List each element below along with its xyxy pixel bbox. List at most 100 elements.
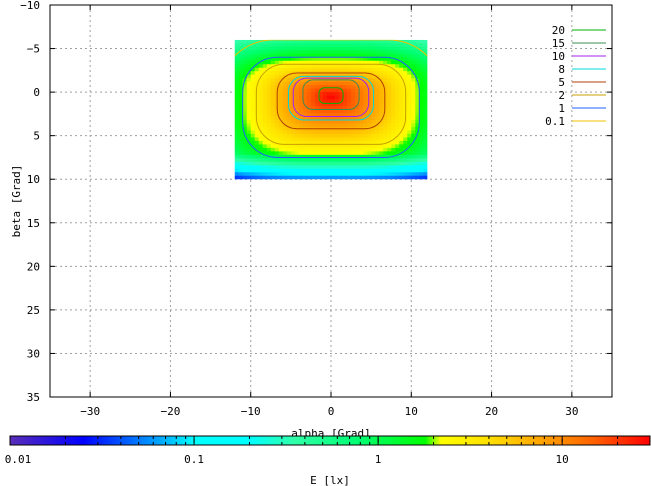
heatmap-cell xyxy=(335,109,340,114)
heatmap-cell xyxy=(387,106,392,111)
heatmap-cell xyxy=(419,74,424,79)
heatmap-cell xyxy=(339,81,344,86)
heatmap-cell xyxy=(335,161,340,166)
heatmap-cell xyxy=(359,92,364,97)
x-tick-label: −10 xyxy=(241,405,261,418)
heatmap-cell xyxy=(302,109,308,114)
heatmap-cell xyxy=(335,88,340,93)
heatmap-cell xyxy=(391,144,396,149)
heatmap-cell xyxy=(367,140,372,145)
heatmap-cell xyxy=(262,74,268,79)
heatmap-cell xyxy=(290,119,296,125)
heatmap-cell xyxy=(286,165,292,170)
heatmap-cell xyxy=(238,85,244,90)
heatmap-cell xyxy=(314,67,320,72)
heatmap-cell xyxy=(407,172,412,177)
heatmap-cell xyxy=(399,46,404,51)
heatmap-cell xyxy=(339,106,344,111)
heatmap-cell xyxy=(423,53,428,58)
heatmap-cell xyxy=(423,106,428,111)
heatmap-cell xyxy=(387,99,392,104)
heatmap-cell xyxy=(298,168,304,173)
heatmap-cell xyxy=(371,67,376,72)
heatmap-cell xyxy=(322,106,328,111)
heatmap-cell xyxy=(270,53,276,58)
heatmap-cell xyxy=(258,67,264,72)
heatmap-cell xyxy=(375,126,380,132)
heatmap-cell xyxy=(347,46,352,51)
heatmap-cell xyxy=(399,123,404,128)
heatmap-cell xyxy=(246,74,252,79)
heatmap-cell xyxy=(387,50,392,55)
heatmap-cell xyxy=(282,102,288,107)
heatmap-cell xyxy=(415,119,420,125)
heatmap-cell xyxy=(347,102,352,107)
heatmap-cell xyxy=(302,106,308,111)
heatmap-cell xyxy=(310,168,316,173)
heatmap-cell xyxy=(258,71,264,76)
heatmap-cell xyxy=(262,78,268,83)
heatmap-cell xyxy=(306,106,312,111)
heatmap-cell xyxy=(250,133,256,139)
heatmap-cell xyxy=(294,168,300,173)
heatmap-cell xyxy=(351,123,356,128)
heatmap-cell xyxy=(347,67,352,72)
heatmap-cell xyxy=(387,39,392,44)
heatmap-cell xyxy=(314,85,320,90)
heatmap-cell xyxy=(399,140,404,145)
heatmap-cell xyxy=(371,43,376,48)
heatmap-cell xyxy=(234,133,240,139)
heatmap-cell xyxy=(391,81,396,86)
heatmap-cell xyxy=(347,113,352,118)
heatmap-cell xyxy=(254,168,260,173)
heatmap-cell xyxy=(419,64,424,69)
heatmap-cell xyxy=(379,154,384,159)
heatmap-cell xyxy=(351,39,356,44)
heatmap-cell xyxy=(399,64,404,69)
heatmap-cell xyxy=(359,81,364,86)
heatmap-cell xyxy=(419,78,424,83)
heatmap-cell xyxy=(278,50,284,55)
heatmap-cell xyxy=(403,137,408,142)
heatmap-cell xyxy=(371,133,376,139)
heatmap-cell xyxy=(306,99,312,104)
x-tick-label: −30 xyxy=(80,405,100,418)
heatmap-cell xyxy=(391,158,396,163)
heatmap-cell xyxy=(399,172,404,177)
contour-line-2 xyxy=(255,63,407,145)
heatmap-cell xyxy=(379,137,384,142)
heatmap-cell xyxy=(286,158,292,163)
heatmap-cell xyxy=(359,140,364,145)
heatmap-cell xyxy=(423,60,428,65)
heatmap-cell xyxy=(318,147,324,152)
heatmap-cell xyxy=(359,109,364,114)
heatmap-cell xyxy=(242,64,248,69)
heatmap-cell xyxy=(347,137,352,142)
heatmap-cell xyxy=(282,168,288,173)
heatmap-cell xyxy=(391,39,396,44)
heatmap-cell xyxy=(290,165,296,170)
heatmap-cell xyxy=(270,71,276,76)
heatmap-cell xyxy=(407,123,412,128)
heatmap-cell xyxy=(322,92,328,97)
heatmap-cell xyxy=(294,92,300,97)
heatmap-cell xyxy=(399,78,404,83)
heatmap-cell xyxy=(383,113,388,118)
heatmap-cell xyxy=(343,168,348,173)
heatmap-cell xyxy=(347,154,352,159)
heatmap-cell xyxy=(238,78,244,83)
heatmap-cell xyxy=(419,168,424,173)
heatmap-cell xyxy=(242,119,248,125)
heatmap-cell xyxy=(403,133,408,139)
heatmap-cell xyxy=(415,92,420,97)
heatmap-cell xyxy=(411,161,416,166)
heatmap-cell xyxy=(395,154,400,159)
heatmap-cell xyxy=(266,165,272,170)
heatmap-cell xyxy=(335,130,340,135)
heatmap-cell xyxy=(351,119,356,125)
heatmap-cell xyxy=(258,161,264,166)
heatmap-cell xyxy=(351,133,356,139)
heatmap-cell xyxy=(399,158,404,163)
heatmap-cell xyxy=(415,161,420,166)
